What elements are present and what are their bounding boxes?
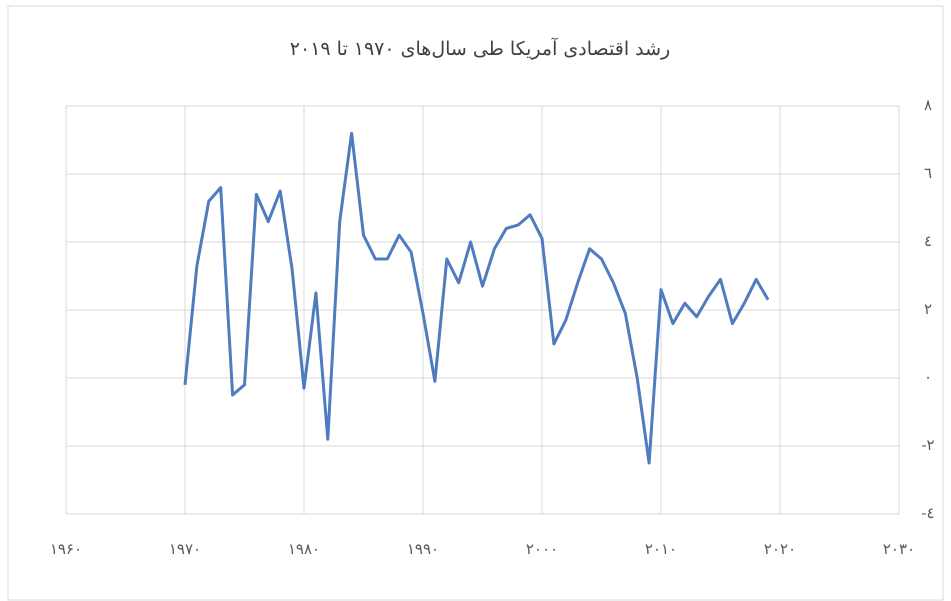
x-tick-label: ۲۰۳۰	[883, 540, 915, 558]
x-tick-label: ۱۹۶۰	[50, 540, 82, 558]
y-tick-label: -۲	[921, 436, 934, 454]
x-tick-label: ۲۰۲۰	[764, 540, 796, 558]
y-tick-label: ۸	[924, 96, 932, 114]
x-tick-label: ۲۰۱۰	[645, 540, 677, 558]
y-tick-label: ۲	[924, 300, 932, 318]
y-tick-label: ٦	[924, 164, 932, 182]
chart-border	[7, 5, 944, 601]
x-tick-label: ۱۹۸۰	[288, 540, 320, 558]
x-tick-label: ۱۹۹۰	[407, 540, 439, 558]
line	[183, 131, 770, 465]
chart-title: رشد اقتصادی آمریکا طی سال‌های ۱۹۷۰ تا ۲۰…	[290, 37, 670, 60]
y-tick-label: -٤	[921, 504, 934, 522]
x-tick-label: ۱۹۷۰	[169, 540, 201, 558]
y-tick-label: ٤	[924, 232, 932, 250]
x-tick-label: ۲۰۰۰	[526, 540, 558, 558]
y-tick-label: ٠	[924, 368, 932, 386]
